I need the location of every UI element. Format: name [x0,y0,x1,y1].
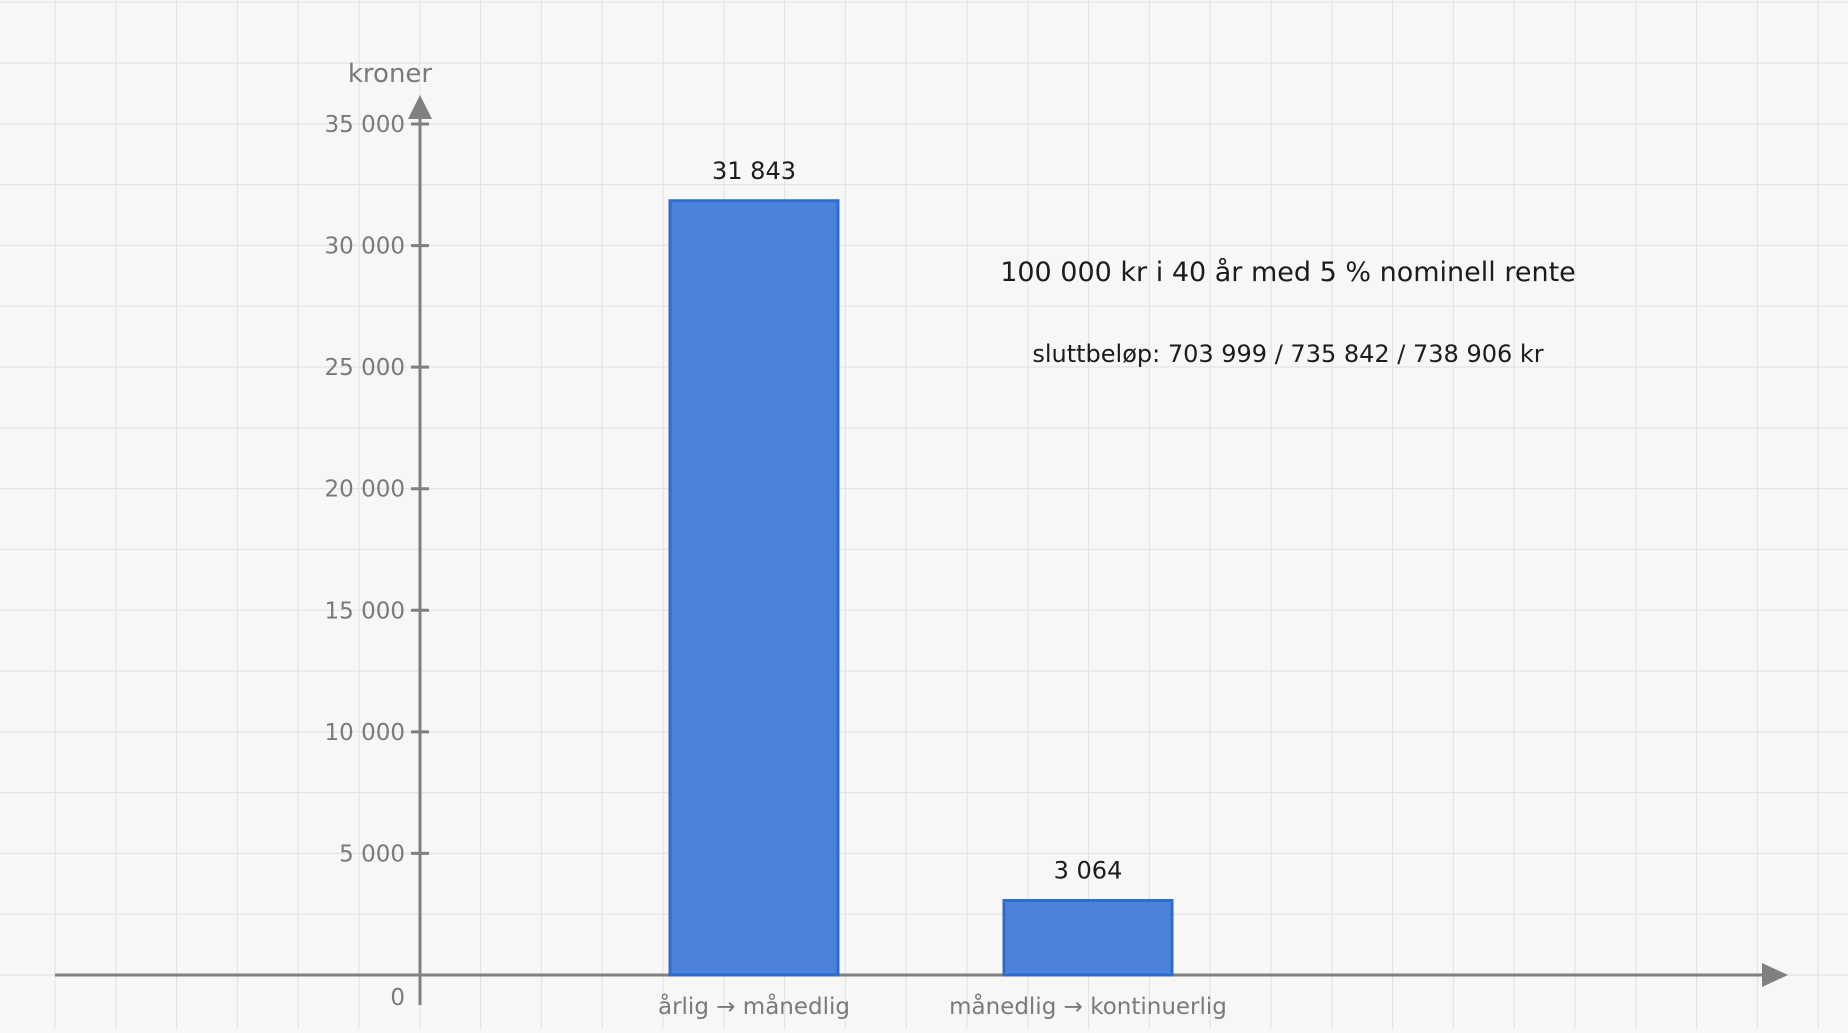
y-axis-title: kroner [348,59,433,89]
axes [55,95,1788,1005]
bar [1002,899,1174,977]
category-label: årlig → månedlig [658,992,850,1020]
y-tick-label: 35 000 [325,112,405,138]
category-labels: årlig → månedlig månedlig → kontinuerlig [658,992,1227,1020]
category-label: månedlig → kontinuerlig [949,992,1227,1020]
bar [668,199,840,977]
y-tick-label: 25 000 [325,355,405,381]
y-tick-label: 15 000 [325,598,405,624]
y-tick-label: 20 000 [325,477,405,503]
y-tick-label: 0 [390,985,405,1011]
x-axis-arrow-icon [1762,963,1788,987]
y-axis-arrow-icon [408,95,432,119]
y-tick-label: 5 000 [339,841,405,867]
annotation-title: 100 000 kr i 40 år med 5 % nominell rent… [1000,257,1576,288]
bars [668,199,1174,977]
bar-value-label: 31 843 [712,157,796,185]
y-tick-label: 10 000 [325,720,405,746]
y-ticks: 0 5 000 10 000 15 000 20 000 25 000 30 000 35 0… [325,112,429,1011]
data-labels: 31 843 3 064 [712,157,1122,885]
bar-value-label: 3 064 [1054,857,1123,885]
y-tick-label: 30 000 [325,234,405,260]
annotation-subtitle: sluttbeløp: 703 999 / 735 842 / 738 906 … [1032,340,1543,368]
